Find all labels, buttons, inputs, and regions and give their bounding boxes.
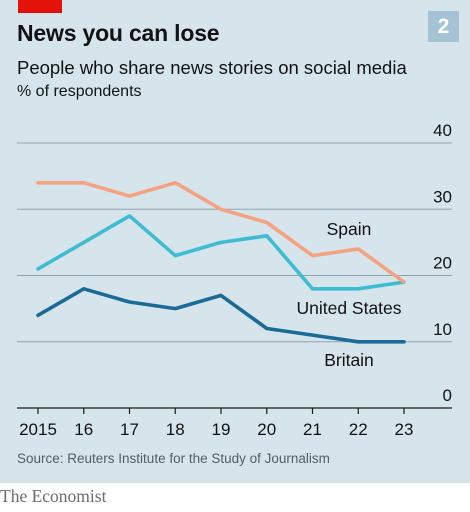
x-tick-label: 23	[395, 420, 414, 439]
y-tick-label: 10	[433, 320, 452, 339]
chart-source: Source: Reuters Institute for the Study …	[17, 451, 330, 466]
x-tick-label: 18	[166, 420, 185, 439]
y-tick-label: 40	[433, 121, 452, 140]
y-tick-label: 0	[443, 386, 452, 405]
series-line-united-states	[36, 214, 406, 291]
brand-logo: The Economist	[0, 486, 107, 506]
brand-red-tag	[18, 0, 62, 13]
y-tick-label: 20	[433, 254, 452, 273]
chart-unit: % of respondents	[17, 83, 142, 100]
chart-number-badge: 2	[428, 11, 459, 42]
chart-subtitle: People who share news stories on social …	[17, 57, 407, 78]
line-chart: 0 10 20 30 40 2015 16 17 18 19 20 21 22 23 Spain United…	[17, 121, 452, 439]
x-tick-label: 2015	[19, 420, 57, 439]
series-label-britain: Britain	[324, 350, 374, 370]
x-tick-label: 21	[303, 420, 322, 439]
y-tick-label: 30	[433, 187, 452, 206]
x-tick-label: 20	[257, 420, 276, 439]
x-tick-label: 19	[212, 420, 231, 439]
x-tick-label: 22	[349, 420, 368, 439]
x-tick-label: 17	[120, 420, 139, 439]
series-line-spain	[36, 181, 406, 284]
series-label-spain: Spain	[327, 219, 372, 239]
series-label-united-states: United States	[296, 298, 401, 318]
x-tick-label: 16	[74, 420, 93, 439]
chart-title: News you can lose	[17, 20, 220, 46]
series-line-britain	[36, 286, 406, 344]
